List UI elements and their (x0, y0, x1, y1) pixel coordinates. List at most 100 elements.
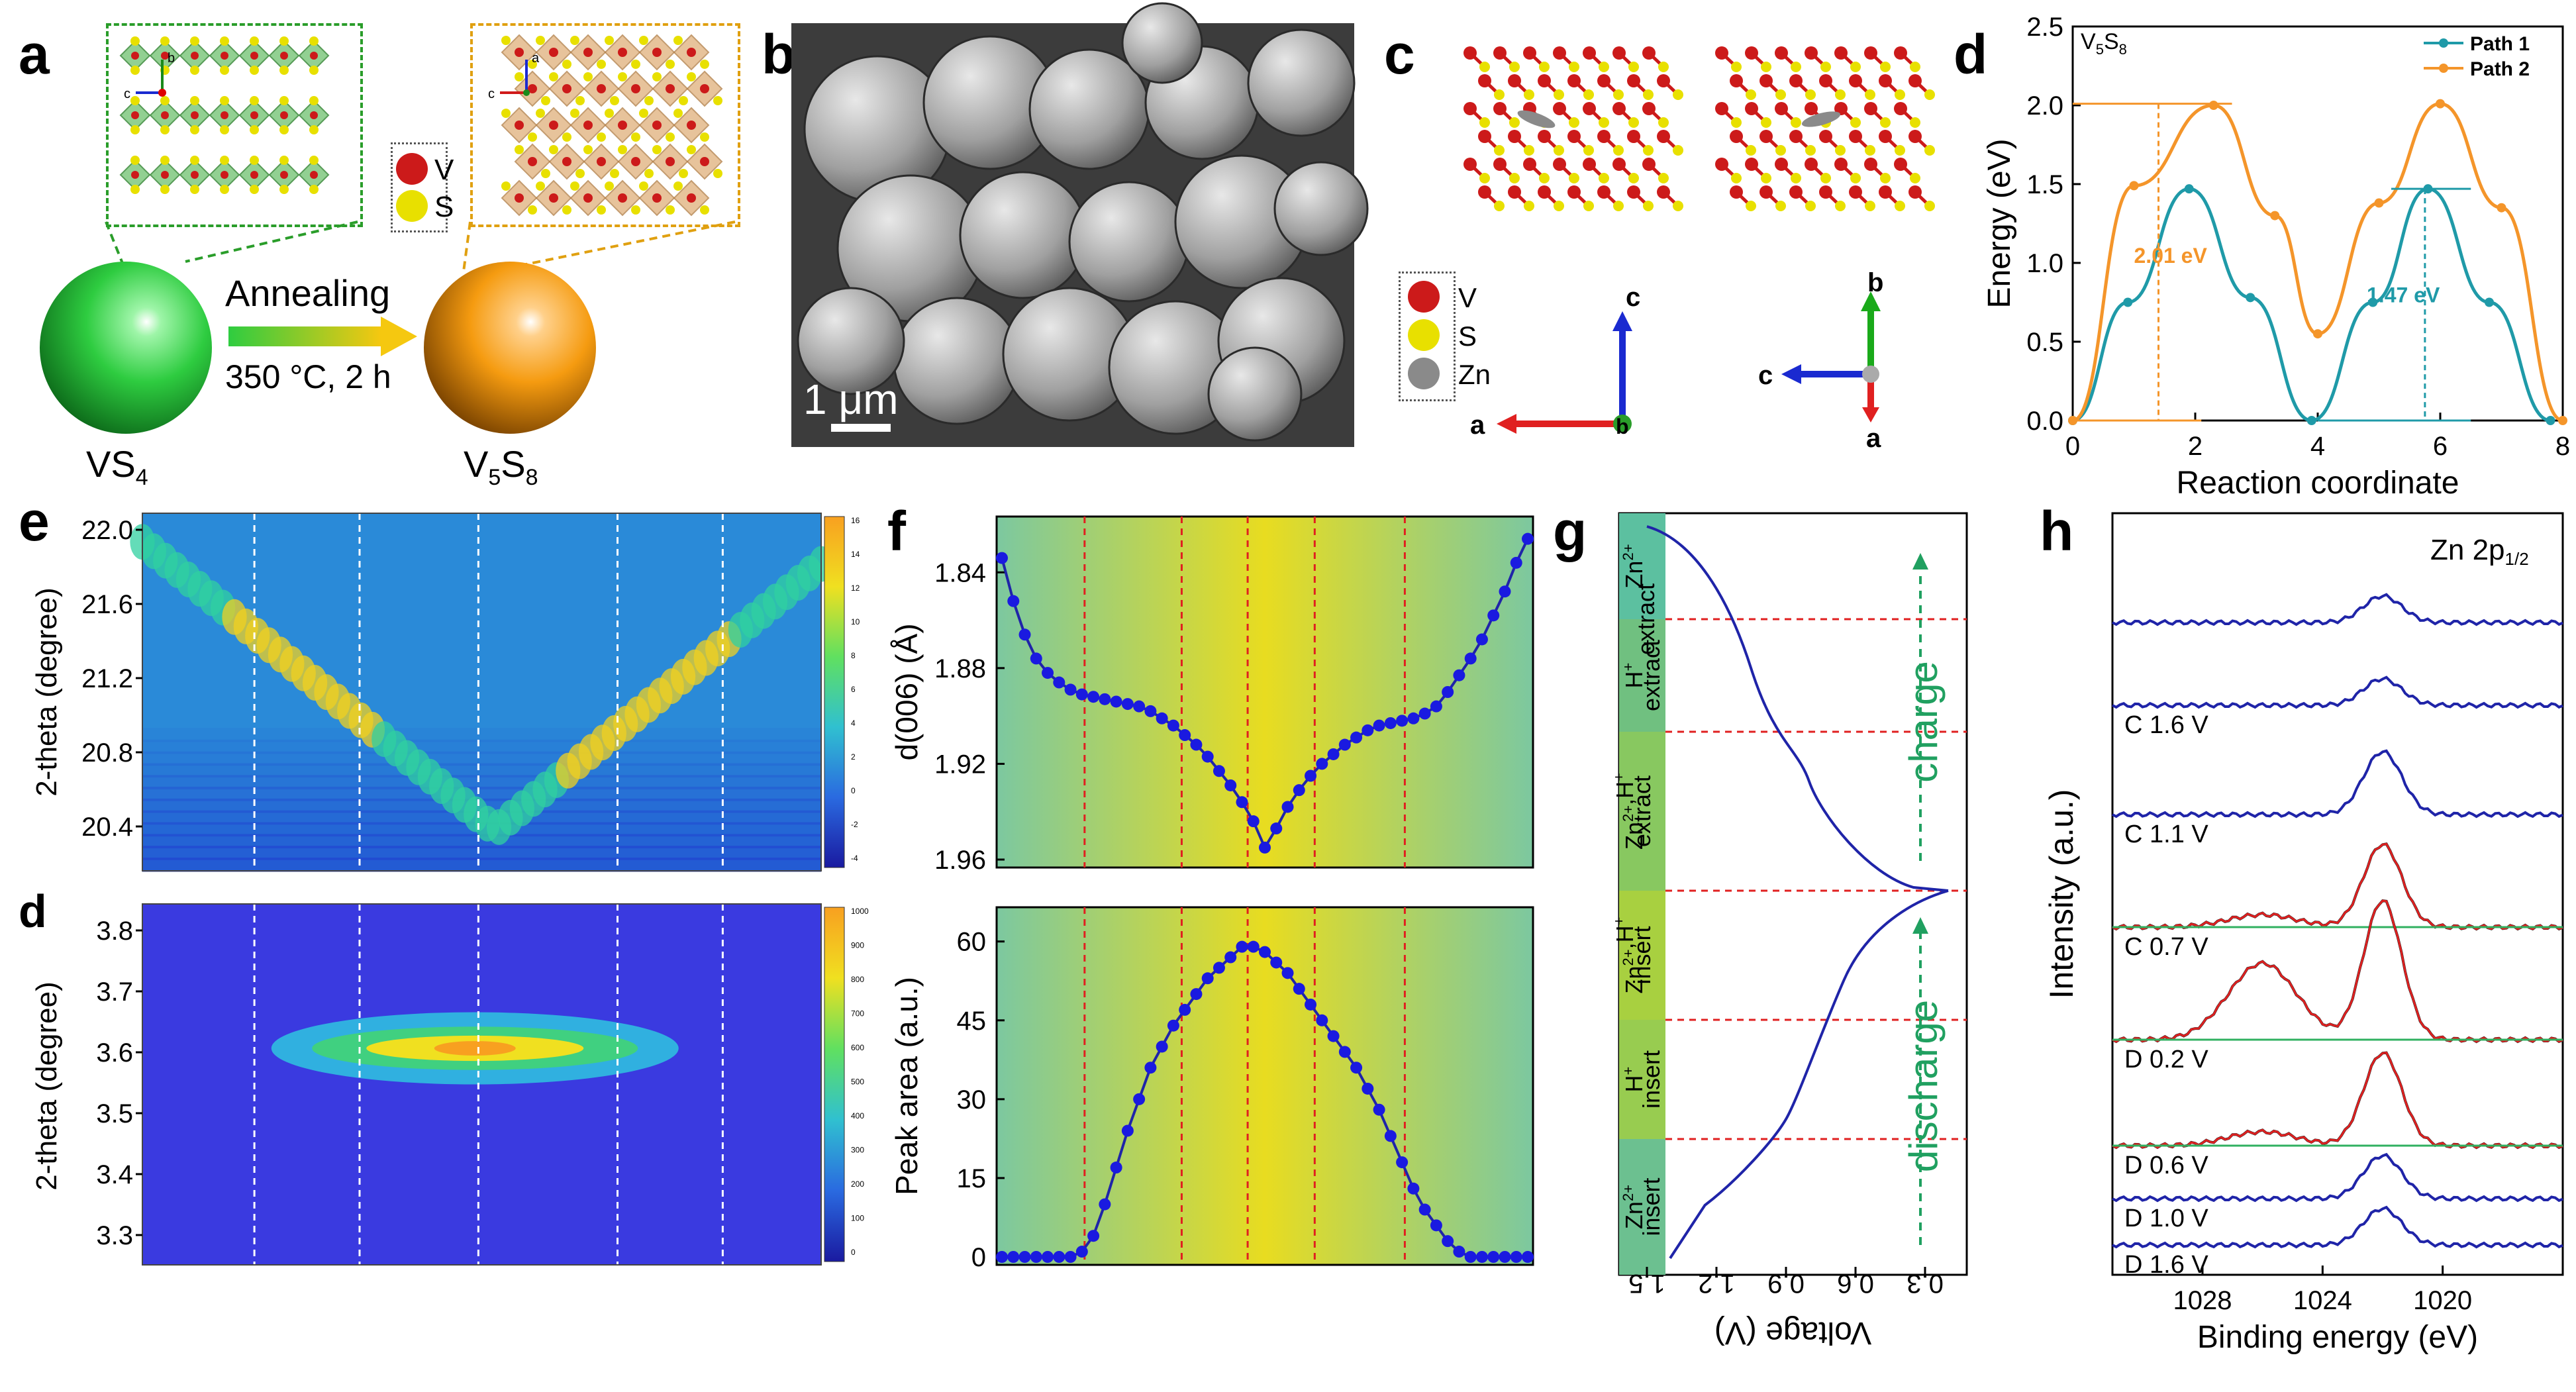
y-axis-label-bottom: 2-theta (degree) (30, 981, 63, 1191)
sulfur-atom (570, 181, 579, 191)
y-tick-label: 21.6 (81, 590, 133, 619)
annotation-path2: 2.01 eV (2134, 244, 2208, 268)
sulfur-atom (1895, 201, 1905, 211)
sulfur-atom (1731, 173, 1742, 183)
vanadium-atom (652, 48, 662, 57)
sulfur-atom (1599, 62, 1609, 72)
sulfur-atom (1775, 201, 1786, 211)
sulfur-atom (190, 96, 199, 105)
c-axis-up: c (1626, 283, 1640, 312)
colorbar-tick: 6 (851, 685, 856, 694)
vanadium-atom (618, 48, 627, 57)
data-point (1042, 667, 1054, 679)
sulfur-atom (666, 205, 675, 215)
colorbar-tick: 8 (851, 651, 856, 660)
sulfur-atom (610, 169, 619, 178)
data-point (2558, 416, 2567, 425)
sulfur-atom (679, 96, 688, 105)
xps-trace (2112, 749, 2563, 819)
data-point (1007, 595, 1020, 607)
sulfur-atom (1643, 145, 1654, 156)
data-point (2374, 198, 2384, 208)
vanadium-atom (1612, 46, 1626, 60)
sulfur-atom (279, 36, 289, 46)
zn-intercalation-structures (1463, 46, 1935, 211)
data-point (1430, 700, 1442, 713)
x-tick-label: 1024 (2293, 1286, 2352, 1315)
data-point (1499, 1251, 1511, 1263)
operando-xrd-heatmaps: 1614121086420-2-410009008007006005004003… (19, 513, 869, 1266)
colorbar-tick: 500 (851, 1077, 864, 1087)
vanadium-atom (1612, 158, 1626, 171)
c-axis2-down: a (1866, 424, 1881, 453)
vanadium-atom (1463, 158, 1477, 171)
vanadium-atom (1567, 185, 1581, 199)
legend-label: Path 1 (2470, 33, 2530, 55)
heatmap-bg (142, 904, 821, 1265)
data-point (2485, 297, 2494, 307)
vanadium-atom (549, 193, 558, 203)
sulfur-atom (250, 66, 259, 75)
data-point (1305, 770, 1317, 782)
sulfur-atom (130, 185, 140, 194)
data-point (1007, 1251, 1020, 1263)
data-point (2306, 416, 2316, 425)
vanadium-atom (250, 111, 258, 119)
legend-marker (2439, 38, 2448, 48)
sulfur-atom (536, 36, 545, 45)
colorbar-tick: 400 (851, 1111, 864, 1120)
sulfur-atom (666, 60, 675, 69)
vanadium-atom (1775, 102, 1788, 115)
annotation-path1: 1.47 eV (2367, 283, 2440, 307)
data-point (1350, 1062, 1363, 1074)
sulfur-atom (160, 185, 170, 194)
sulfur-atom (1910, 117, 1920, 128)
sulfur-atom (1673, 145, 1683, 156)
sulfur-atom (1583, 145, 1594, 156)
data-point (1064, 683, 1077, 696)
sulfur-atom (515, 145, 524, 154)
sulfur-atom (1658, 173, 1669, 183)
data-point (2208, 101, 2218, 110)
data-point (1281, 801, 1294, 813)
vs4-axis-c: c (124, 87, 130, 101)
colorbar-tick: 200 (851, 1179, 864, 1189)
panel-label-h: h (2040, 500, 2074, 562)
vanadium-atom (280, 52, 288, 60)
sulfur-atom (562, 205, 571, 215)
heatmap-low-band (142, 834, 821, 848)
sulfur-atom (160, 36, 170, 46)
vanadium-atom (1789, 130, 1803, 143)
sulfur-atom (1524, 145, 1534, 156)
sulfur-atom (1731, 62, 1742, 72)
vanadium-atom (310, 52, 318, 60)
sulfur-atom (501, 36, 511, 45)
sulfur-atom (1924, 89, 1935, 100)
data-point (1350, 731, 1363, 744)
data-point (1316, 758, 1328, 770)
colorbar-tick: 100 (851, 1214, 864, 1223)
sulfur-atom (279, 125, 289, 134)
sulfur-atom (528, 205, 537, 215)
sem-particle (959, 171, 1087, 299)
vanadium-atom (1583, 158, 1596, 171)
vanadium-atom (1864, 102, 1877, 115)
sulfur-atom (1658, 62, 1669, 72)
sulfur-atom (1479, 173, 1490, 183)
data-point (2368, 297, 2378, 307)
vanadium-atom (1627, 185, 1640, 199)
sulfur-atom (687, 72, 696, 81)
sulfur-atom (190, 36, 199, 46)
scale-bar-label: 1 μm (803, 375, 899, 423)
data-point (1110, 695, 1122, 708)
y-axis-label: Peak area (a.u.) (889, 977, 924, 1195)
sulfur-atom (1613, 145, 1624, 156)
data-point (1373, 1103, 1385, 1116)
y-tick-label: 21.2 (81, 664, 133, 693)
data-point (1475, 1251, 1488, 1263)
data-point (2184, 184, 2194, 194)
vs4-structure-inset (106, 23, 363, 227)
vanadium-atom (1715, 46, 1728, 60)
ion-band (1619, 619, 1665, 732)
trace-label: C 1.1 V (2124, 820, 2208, 848)
